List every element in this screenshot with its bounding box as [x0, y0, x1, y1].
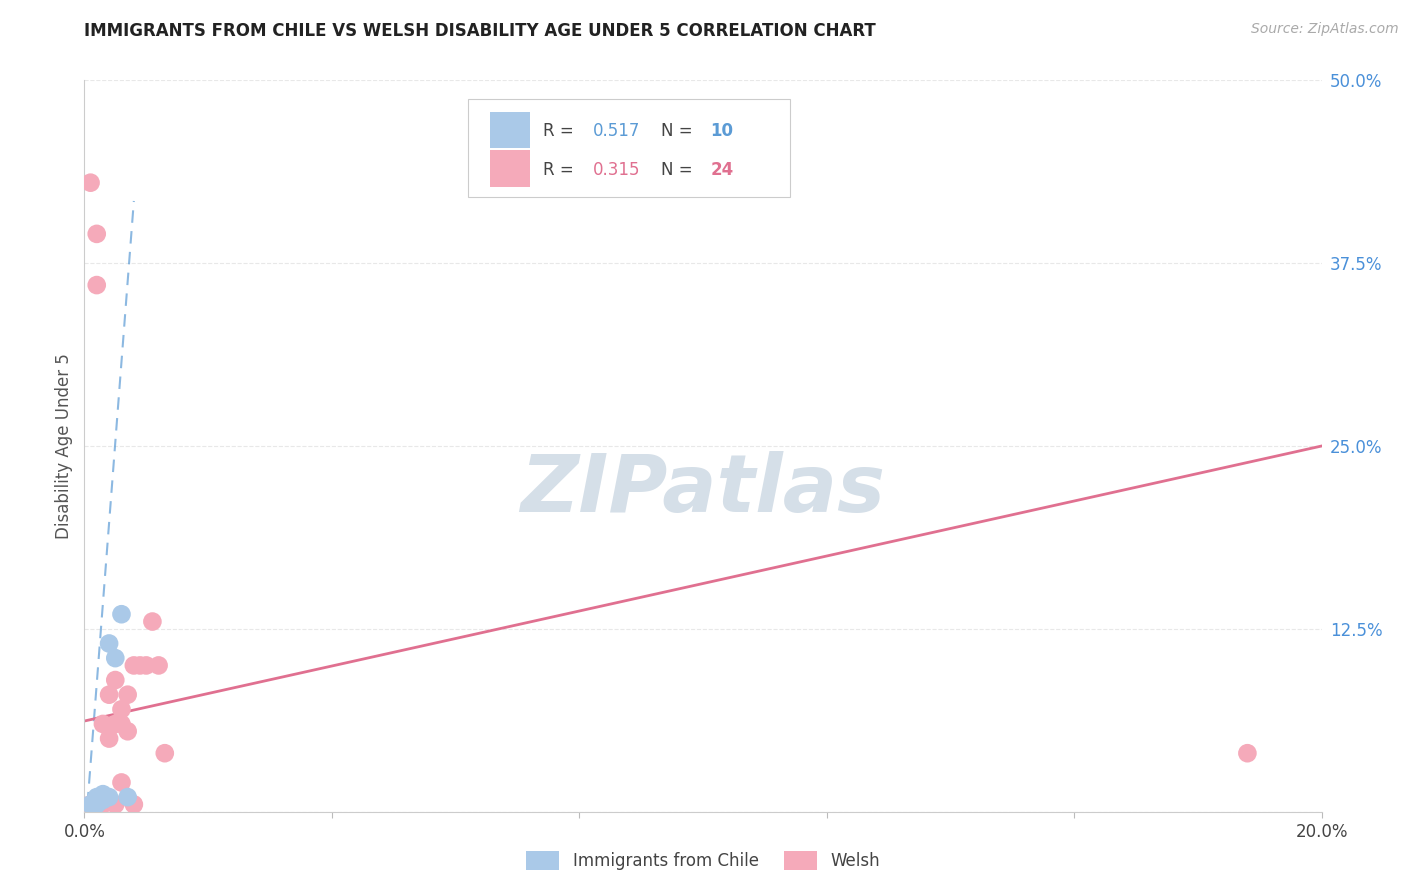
Point [79, 176, 101, 190]
Text: 24: 24 [710, 161, 734, 178]
Point [110, 775, 132, 789]
Text: N =: N = [661, 161, 697, 178]
Point [104, 673, 127, 687]
Point [91, 787, 114, 801]
FancyBboxPatch shape [468, 99, 790, 197]
Point [110, 607, 132, 622]
Text: Source: ZipAtlas.com: Source: ZipAtlas.com [1251, 22, 1399, 37]
Point [86, 227, 108, 241]
Point [86, 797, 108, 812]
Point [91, 797, 114, 812]
Point [98, 790, 121, 805]
Text: IMMIGRANTS FROM CHILE VS WELSH DISABILITY AGE UNDER 5 CORRELATION CHART: IMMIGRANTS FROM CHILE VS WELSH DISABILIT… [84, 22, 876, 40]
Text: ZIPatlas: ZIPatlas [520, 450, 886, 529]
Point [1236, 746, 1258, 760]
Text: 0.315: 0.315 [593, 161, 640, 178]
Point [98, 688, 121, 702]
Point [104, 717, 127, 731]
Point [86, 790, 108, 805]
Point [104, 651, 127, 665]
Text: 0.517: 0.517 [593, 122, 640, 140]
Point [141, 615, 163, 629]
Point [129, 658, 152, 673]
Point [110, 717, 132, 731]
Point [79, 797, 101, 812]
Point [98, 636, 121, 650]
Point [110, 702, 132, 716]
Point [104, 797, 127, 812]
Legend: Immigrants from Chile, Welsh: Immigrants from Chile, Welsh [519, 844, 887, 877]
FancyBboxPatch shape [491, 151, 530, 187]
Point [98, 731, 121, 746]
Point [148, 658, 170, 673]
Point [117, 724, 139, 739]
Y-axis label: Disability Age Under 5: Disability Age Under 5 [55, 353, 73, 539]
Point [86, 278, 108, 293]
Point [79, 797, 101, 812]
Text: N =: N = [661, 122, 697, 140]
Point [122, 797, 145, 812]
Point [117, 790, 139, 805]
Point [122, 658, 145, 673]
Point [117, 688, 139, 702]
Point [153, 746, 176, 760]
Point [91, 717, 114, 731]
Point [135, 658, 157, 673]
Text: R =: R = [543, 122, 579, 140]
FancyBboxPatch shape [491, 112, 530, 148]
Text: 10: 10 [710, 122, 734, 140]
Text: R =: R = [543, 161, 579, 178]
Point [91, 793, 114, 807]
